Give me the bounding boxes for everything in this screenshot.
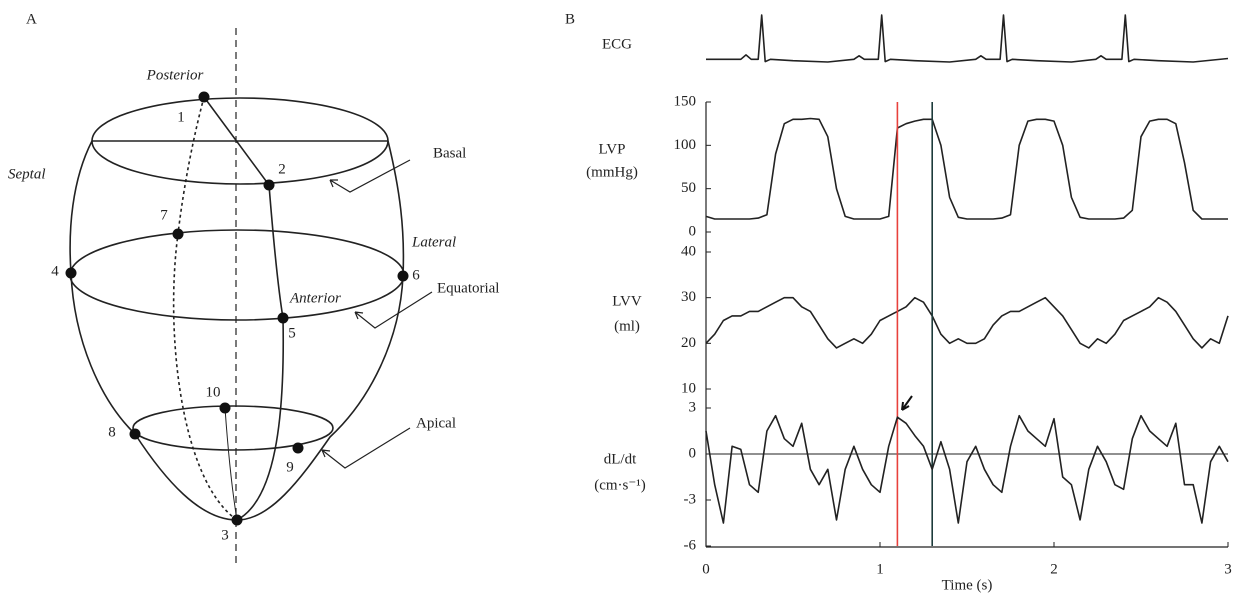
y-tick-label: -6 (684, 537, 697, 553)
point-label: 9 (286, 459, 294, 475)
point-label: 5 (288, 325, 296, 341)
region-label: Anterior (289, 290, 341, 306)
point-label: 4 (51, 263, 59, 279)
y-tick-label: 0 (689, 223, 697, 239)
y-tick-label: 20 (681, 335, 696, 351)
y-tick-label: 10 (681, 380, 696, 396)
point-label: 8 (108, 424, 116, 440)
region-label: Lateral (411, 234, 456, 250)
y-axis-label: dL/dt (604, 451, 637, 467)
panel-label: A (26, 11, 37, 27)
y-tick-label: 100 (674, 137, 697, 153)
region-label: Septal (8, 166, 46, 182)
trace (706, 14, 1229, 63)
point-label: 6 (412, 267, 420, 283)
level-label: Equatorial (437, 280, 499, 296)
x-tick-label: 0 (702, 561, 710, 577)
point-label: 7 (160, 207, 168, 223)
y-tick-label: 50 (681, 180, 696, 196)
y-tick-label: 150 (674, 93, 697, 109)
point-label: 10 (206, 384, 221, 400)
y-axis-unit: (ml) (614, 318, 640, 334)
arrow (901, 395, 913, 411)
y-tick-label: 0 (689, 445, 697, 461)
y-axis-unit: (mmHg) (586, 164, 638, 180)
point-label: 2 (278, 161, 286, 177)
point-labels: 1 2 3 4 5 6 7 8 9 10 (51, 109, 420, 543)
y-tick-label: -3 (684, 491, 697, 507)
trace (705, 117, 1228, 220)
trace (705, 296, 1229, 349)
x-tick-label: 3 (1224, 561, 1232, 577)
x-tick-label: 1 (876, 561, 884, 577)
y-tick-label: 30 (681, 289, 696, 305)
y-tick-label: 3 (689, 399, 697, 415)
point-label: 1 (177, 109, 185, 125)
y-tick-label: 40 (681, 243, 696, 259)
y-axis-unit: (cm·s⁻¹) (594, 477, 646, 493)
x-tick-label: 2 (1050, 561, 1058, 577)
x-axis-label: Time (s) (942, 577, 993, 593)
panel-label: B (565, 11, 575, 27)
point-label: 3 (221, 527, 229, 543)
level-label: Apical (416, 415, 456, 431)
trace (705, 414, 1229, 524)
y-axis-label: LVP (599, 141, 626, 157)
y-axis-label: LVV (612, 293, 642, 309)
y-axis-label: ECG (602, 36, 632, 52)
level-label: Basal (433, 145, 466, 161)
heart-diagram (69, 28, 433, 565)
diagram-points (65, 91, 409, 526)
region-label: Posterior (146, 67, 204, 83)
